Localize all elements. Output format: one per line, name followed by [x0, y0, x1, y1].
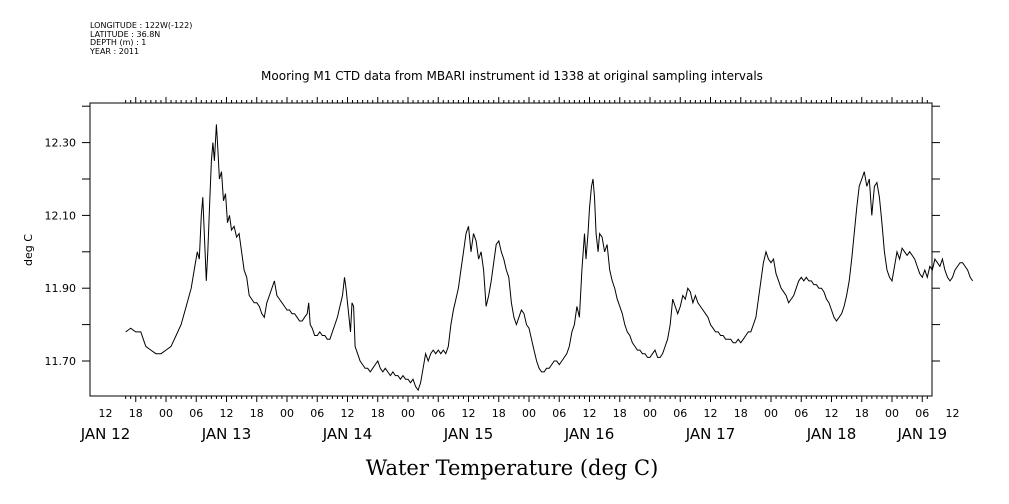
x-hour-label: 06 — [431, 407, 445, 420]
x-hour-label: 06 — [310, 407, 324, 420]
x-hour-label: 06 — [673, 407, 687, 420]
y-tick-label: 12.10 — [45, 209, 77, 222]
longitude-label: LONGITUDE : 122W(-122) — [90, 21, 193, 30]
x-hour-label: 00 — [764, 407, 778, 420]
x-day-label: JAN 12 — [80, 425, 131, 443]
x-hour-label: 12 — [462, 407, 476, 420]
x-hour-label: 18 — [129, 407, 143, 420]
x-hour-label: 00 — [643, 407, 657, 420]
y-tick-label: 11.90 — [45, 282, 77, 295]
y-tick-labels: 11.70 11.90 12.10 12.30 — [45, 137, 77, 368]
x-day-label: JAN 16 — [564, 425, 615, 443]
x-hour-label: 18 — [250, 407, 264, 420]
x-hour-label: 06 — [915, 407, 929, 420]
x-day-label: JAN 19 — [897, 425, 948, 443]
temperature-series-line — [125, 124, 974, 392]
x-tick-labels: 12 18 00 06 12 18 00 06 12 18 00 06 12 18 00 06 12 18 00 06… — [80, 407, 960, 443]
y-tick-label: 12.30 — [45, 137, 77, 150]
x-day-label: JAN 13 — [201, 425, 252, 443]
x-hour-label: 12 — [98, 407, 112, 420]
x-hour-label: 00 — [885, 407, 899, 420]
y-tick-label: 11.70 — [45, 355, 77, 368]
y-axis-label: deg C — [22, 234, 35, 266]
x-hour-label: 00 — [280, 407, 294, 420]
x-hour-label: 12 — [583, 407, 597, 420]
x-hour-label: 18 — [734, 407, 748, 420]
x-hour-label: 12 — [341, 407, 355, 420]
x-day-label: JAN 17 — [685, 425, 736, 443]
x-hour-label: 12 — [825, 407, 839, 420]
year-label: YEAR : 2011 — [90, 46, 140, 56]
x-day-label: JAN 14 — [322, 425, 373, 443]
x-day-label: JAN 15 — [443, 425, 494, 443]
x-hour-label: 06 — [794, 407, 808, 420]
x-hour-label: 06 — [552, 407, 566, 420]
x-hour-label: 00 — [401, 407, 415, 420]
x-axis-label: Water Temperature (deg C) — [366, 456, 659, 480]
depth-label: DEPTH (m) : 1 — [90, 38, 147, 48]
x-hour-label: 18 — [371, 407, 385, 420]
latitude-label: LATITUDE : 36.8N — [90, 29, 161, 39]
metadata-block: LONGITUDE : 122W(-122) LATITUDE : 36.8N … — [90, 21, 193, 56]
tick-marks — [82, 97, 940, 402]
x-hour-label: 18 — [855, 407, 869, 420]
x-day-label: JAN 18 — [806, 425, 857, 443]
x-hour-label: 06 — [189, 407, 203, 420]
x-hour-label: 18 — [492, 407, 506, 420]
x-hour-label: 00 — [522, 407, 536, 420]
x-hour-label: 12 — [704, 407, 718, 420]
chart-title: Mooring M1 CTD data from MBARI instrumen… — [261, 69, 763, 83]
x-hour-label: 12 — [220, 407, 234, 420]
x-hour-label: 18 — [613, 407, 627, 420]
x-hour-label: 00 — [159, 407, 173, 420]
plot-frame — [89, 102, 933, 397]
x-hour-label: 12 — [946, 407, 960, 420]
